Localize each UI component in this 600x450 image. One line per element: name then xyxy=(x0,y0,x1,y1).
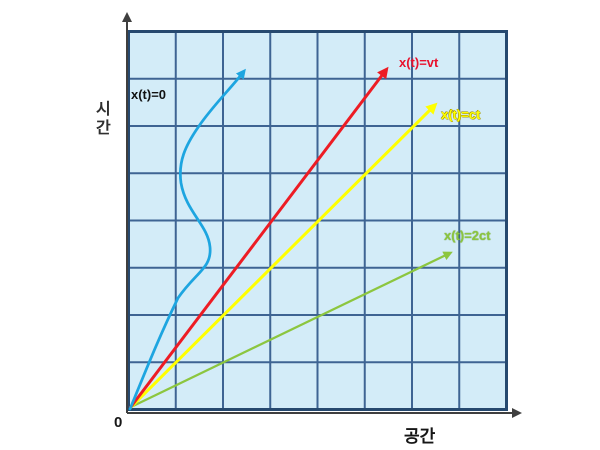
worldline-v-line xyxy=(128,66,389,409)
x-axis-label: 공간 xyxy=(404,427,436,446)
y-axis-label: 시간 xyxy=(96,101,111,137)
worldline-rest-curve xyxy=(128,68,246,411)
worldline-2c-line xyxy=(130,251,453,409)
label-worldline-v: x(t)=vt xyxy=(399,55,439,70)
label-worldline-2c: x(t)=2ct xyxy=(444,228,491,243)
grid-border xyxy=(127,30,508,411)
origin-label: 0 xyxy=(114,414,123,431)
label-worldline-c: x(t)=ct xyxy=(441,107,481,122)
worldline-c-line xyxy=(128,102,438,410)
label-worldline-rest: x(t)=0 xyxy=(131,87,167,102)
